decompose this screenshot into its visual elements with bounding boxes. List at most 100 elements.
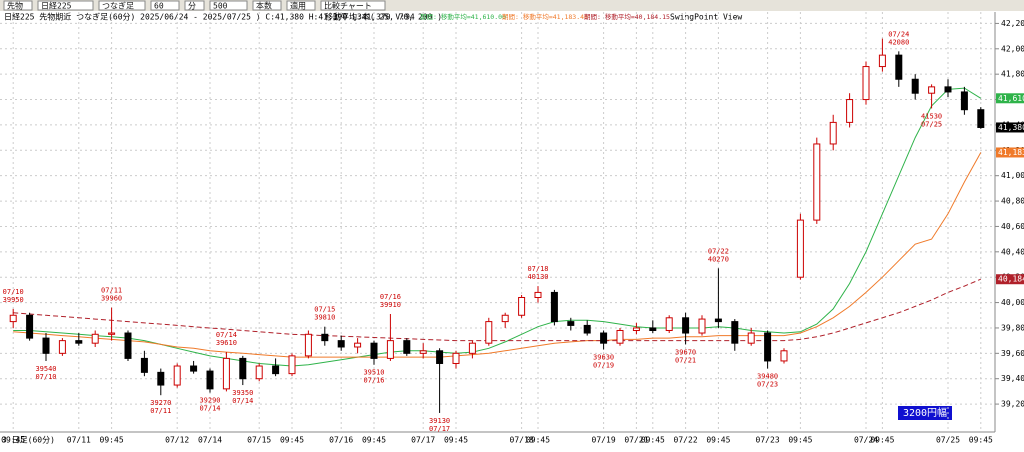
- candle-body: [157, 371, 165, 386]
- x-tick-label: 07/11: [67, 436, 91, 445]
- toolbar: [0, 0, 1024, 11]
- ma-line: [13, 152, 982, 358]
- candle-body: [518, 296, 526, 316]
- y-tick-label: 40,800: [1001, 197, 1024, 206]
- candle-body: [222, 357, 230, 390]
- candle-body: [124, 332, 132, 359]
- y-tick-label: 39,200: [1001, 400, 1024, 409]
- candle-body: [895, 54, 903, 80]
- candle-body: [42, 337, 50, 354]
- candle-body: [354, 342, 362, 348]
- candle-body: [960, 91, 968, 111]
- view-label: SwingPoint View: [670, 13, 742, 22]
- price-box: [996, 93, 1024, 104]
- x-tick-label: 07/22: [674, 436, 698, 445]
- low-label: 07/14: [232, 397, 253, 405]
- low-label: 39130: [429, 417, 450, 425]
- candle-body: [75, 340, 83, 344]
- x-tick-label: 09:45: [641, 436, 665, 445]
- candle-body: [26, 314, 34, 339]
- toolbar-label[interactable]: 分: [188, 2, 196, 11]
- toolbar-label[interactable]: 適用: [290, 1, 306, 11]
- x-tick-label: 09:45: [526, 436, 550, 445]
- high-label: 07/22: [708, 247, 729, 255]
- x-tick-label: 07/24: [854, 436, 878, 445]
- x-tick-label: 07/15: [247, 436, 271, 445]
- candle-body: [485, 321, 493, 344]
- candle-body: [452, 352, 460, 364]
- high-label: 07/15: [314, 306, 335, 314]
- candle-body: [600, 332, 608, 344]
- candle-body: [780, 350, 788, 362]
- candle-body: [239, 357, 247, 380]
- candle-body: [321, 333, 329, 342]
- toolbar-button: [209, 0, 248, 11]
- x-tick-label: 07/12: [165, 436, 189, 445]
- candle-body: [846, 99, 854, 123]
- y-tick-label: 40,600: [1001, 222, 1024, 231]
- x-tick-label: 09:45: [969, 436, 993, 445]
- toolbar-label[interactable]: 比較チャート: [324, 1, 372, 11]
- legend-entry: 期間: 移動平均=40,184.15: [584, 12, 670, 21]
- candle-body: [632, 327, 640, 331]
- y-tick-label: 42,200: [1001, 19, 1024, 28]
- candle-body: [91, 333, 99, 344]
- low-label: 39290: [199, 397, 220, 405]
- toolbar-label[interactable]: つなぎ足: [102, 1, 134, 11]
- high-label: 07/14: [216, 331, 237, 339]
- candle-body: [928, 86, 936, 94]
- candle-body: [468, 342, 476, 354]
- candle-body: [9, 314, 17, 323]
- high-label: 39960: [101, 295, 122, 303]
- high-label: 07/16: [380, 293, 401, 301]
- low-label: 39480: [757, 373, 778, 381]
- high-label: 39950: [3, 296, 24, 304]
- high-label: 07/18: [527, 265, 548, 273]
- candle-body: [58, 340, 66, 354]
- high-label: 39910: [380, 301, 401, 309]
- candle-body: [550, 291, 558, 323]
- price-box: [996, 147, 1024, 158]
- candle-body: [436, 350, 444, 364]
- y-tick-label: 39,600: [1001, 349, 1024, 358]
- candle-body: [567, 321, 575, 326]
- candle-body: [944, 86, 952, 93]
- low-label: 07/11: [150, 407, 171, 415]
- low-label: 07/17: [429, 425, 450, 433]
- toolbar-label[interactable]: 日経225: [41, 1, 72, 11]
- toolbar-button: [286, 0, 316, 11]
- toolbar-button: [98, 0, 146, 11]
- x-tick-label: 07/23: [756, 436, 780, 445]
- candle-body: [190, 365, 198, 372]
- x-tick-label: 07/19: [592, 436, 616, 445]
- candle-body: [370, 342, 378, 359]
- x-tick-label: 09:45: [280, 436, 304, 445]
- candle-body: [714, 318, 722, 323]
- low-label: 07/21: [675, 356, 696, 364]
- last-price-label: 41,380: [998, 123, 1024, 132]
- x-tick-label: 07/17: [411, 436, 435, 445]
- low-label: 07/10: [35, 373, 56, 381]
- toolbar-label[interactable]: 先物: [7, 1, 23, 11]
- legend-entry: 期間: 移動平均=41,610.00: [420, 12, 506, 21]
- high-label: 07/11: [101, 287, 122, 295]
- candle-body: [206, 370, 214, 390]
- x-tick-label: 09:45: [100, 436, 124, 445]
- candle-body: [419, 350, 427, 354]
- candle-body: [829, 121, 837, 145]
- toolbar-label[interactable]: 500: [213, 2, 228, 11]
- candle-body: [747, 332, 755, 344]
- candle-body: [649, 327, 657, 331]
- low-label: 39270: [150, 399, 171, 407]
- x-tick-label: 09:45: [1, 436, 25, 445]
- low-label: 39510: [363, 369, 384, 377]
- candle-body: [403, 340, 411, 354]
- low-label: 39350: [232, 389, 253, 397]
- candle-body: [534, 291, 542, 298]
- toolbar-label[interactable]: 本数: [256, 1, 272, 11]
- ma-line: [13, 87, 982, 367]
- candle-body: [813, 143, 821, 221]
- toolbar-label[interactable]: 60: [154, 2, 164, 11]
- price-box-label: 41,183: [998, 148, 1024, 157]
